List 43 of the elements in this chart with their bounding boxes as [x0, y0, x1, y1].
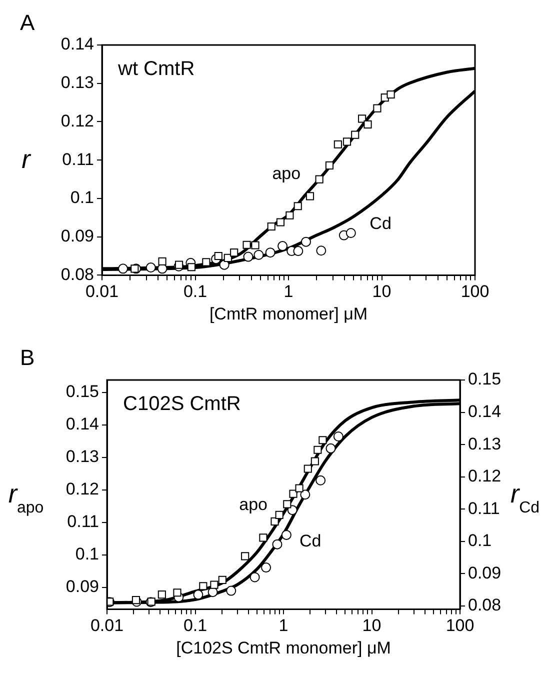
x-tick-label: 10	[372, 282, 392, 302]
y2-tick-label: 0.09	[468, 563, 502, 582]
x-axis-title: [CmtR monomer] μM	[209, 304, 368, 324]
x-tick-label: 0.01	[90, 616, 124, 636]
series-label: Cd	[370, 214, 392, 234]
series-label: Cd	[300, 532, 322, 551]
text: wt CmtR	[117, 58, 195, 80]
y2-tick-label: 0.08	[468, 596, 502, 615]
x-tick-label: 1	[284, 282, 294, 302]
chart-title: A	[20, 10, 35, 35]
y-tick-label: 0.14	[66, 414, 99, 434]
y2-tick-label: 0.11	[468, 498, 500, 518]
x-tick-label: 0.1	[183, 616, 208, 636]
x-tick-label: 100	[446, 616, 474, 636]
series-label: apo	[272, 164, 301, 184]
y-tick-label: 0.08	[60, 264, 94, 284]
y2-tick-label: 0.12	[468, 466, 502, 486]
y-tick-label: 0.11	[67, 512, 99, 532]
y-tick-label: 0.14	[60, 34, 94, 54]
y-tick-label: 0.11	[62, 150, 94, 169]
y-tick-label: 0.13	[66, 447, 99, 466]
y2-tick-label: 0.13	[468, 434, 502, 454]
series-label: apo	[239, 494, 268, 514]
x-axis-title: [C102S CmtR monomer] μM	[176, 638, 391, 658]
chart-title: B	[20, 345, 35, 370]
x-tick-label: 0.1	[183, 282, 208, 302]
x-tick-label: 1	[278, 616, 288, 636]
y2-tick-label: 0.14	[468, 402, 502, 421]
y-tick-label: 0.09	[60, 226, 94, 246]
x-tick-label: 0.01	[85, 282, 119, 302]
x-tick-label: 100	[460, 282, 490, 302]
x-tick-label: 10	[362, 616, 382, 636]
y2-tick-label: 0.1	[468, 531, 492, 550]
y-tick-label: 0.1	[75, 544, 99, 564]
y-tick-label: 0.12	[60, 111, 94, 130]
y-tick-label: 0.15	[66, 382, 99, 402]
y-tick-label: 0.1	[70, 188, 94, 208]
y-tick-label: 0.13	[60, 73, 94, 92]
y-axis-title: r	[22, 144, 32, 174]
y2-tick-label: 0.15	[468, 370, 502, 389]
text: C102S CmtR	[123, 393, 241, 415]
y-tick-label: 0.12	[66, 480, 99, 499]
y-tick-label: 0.09	[66, 577, 99, 596]
